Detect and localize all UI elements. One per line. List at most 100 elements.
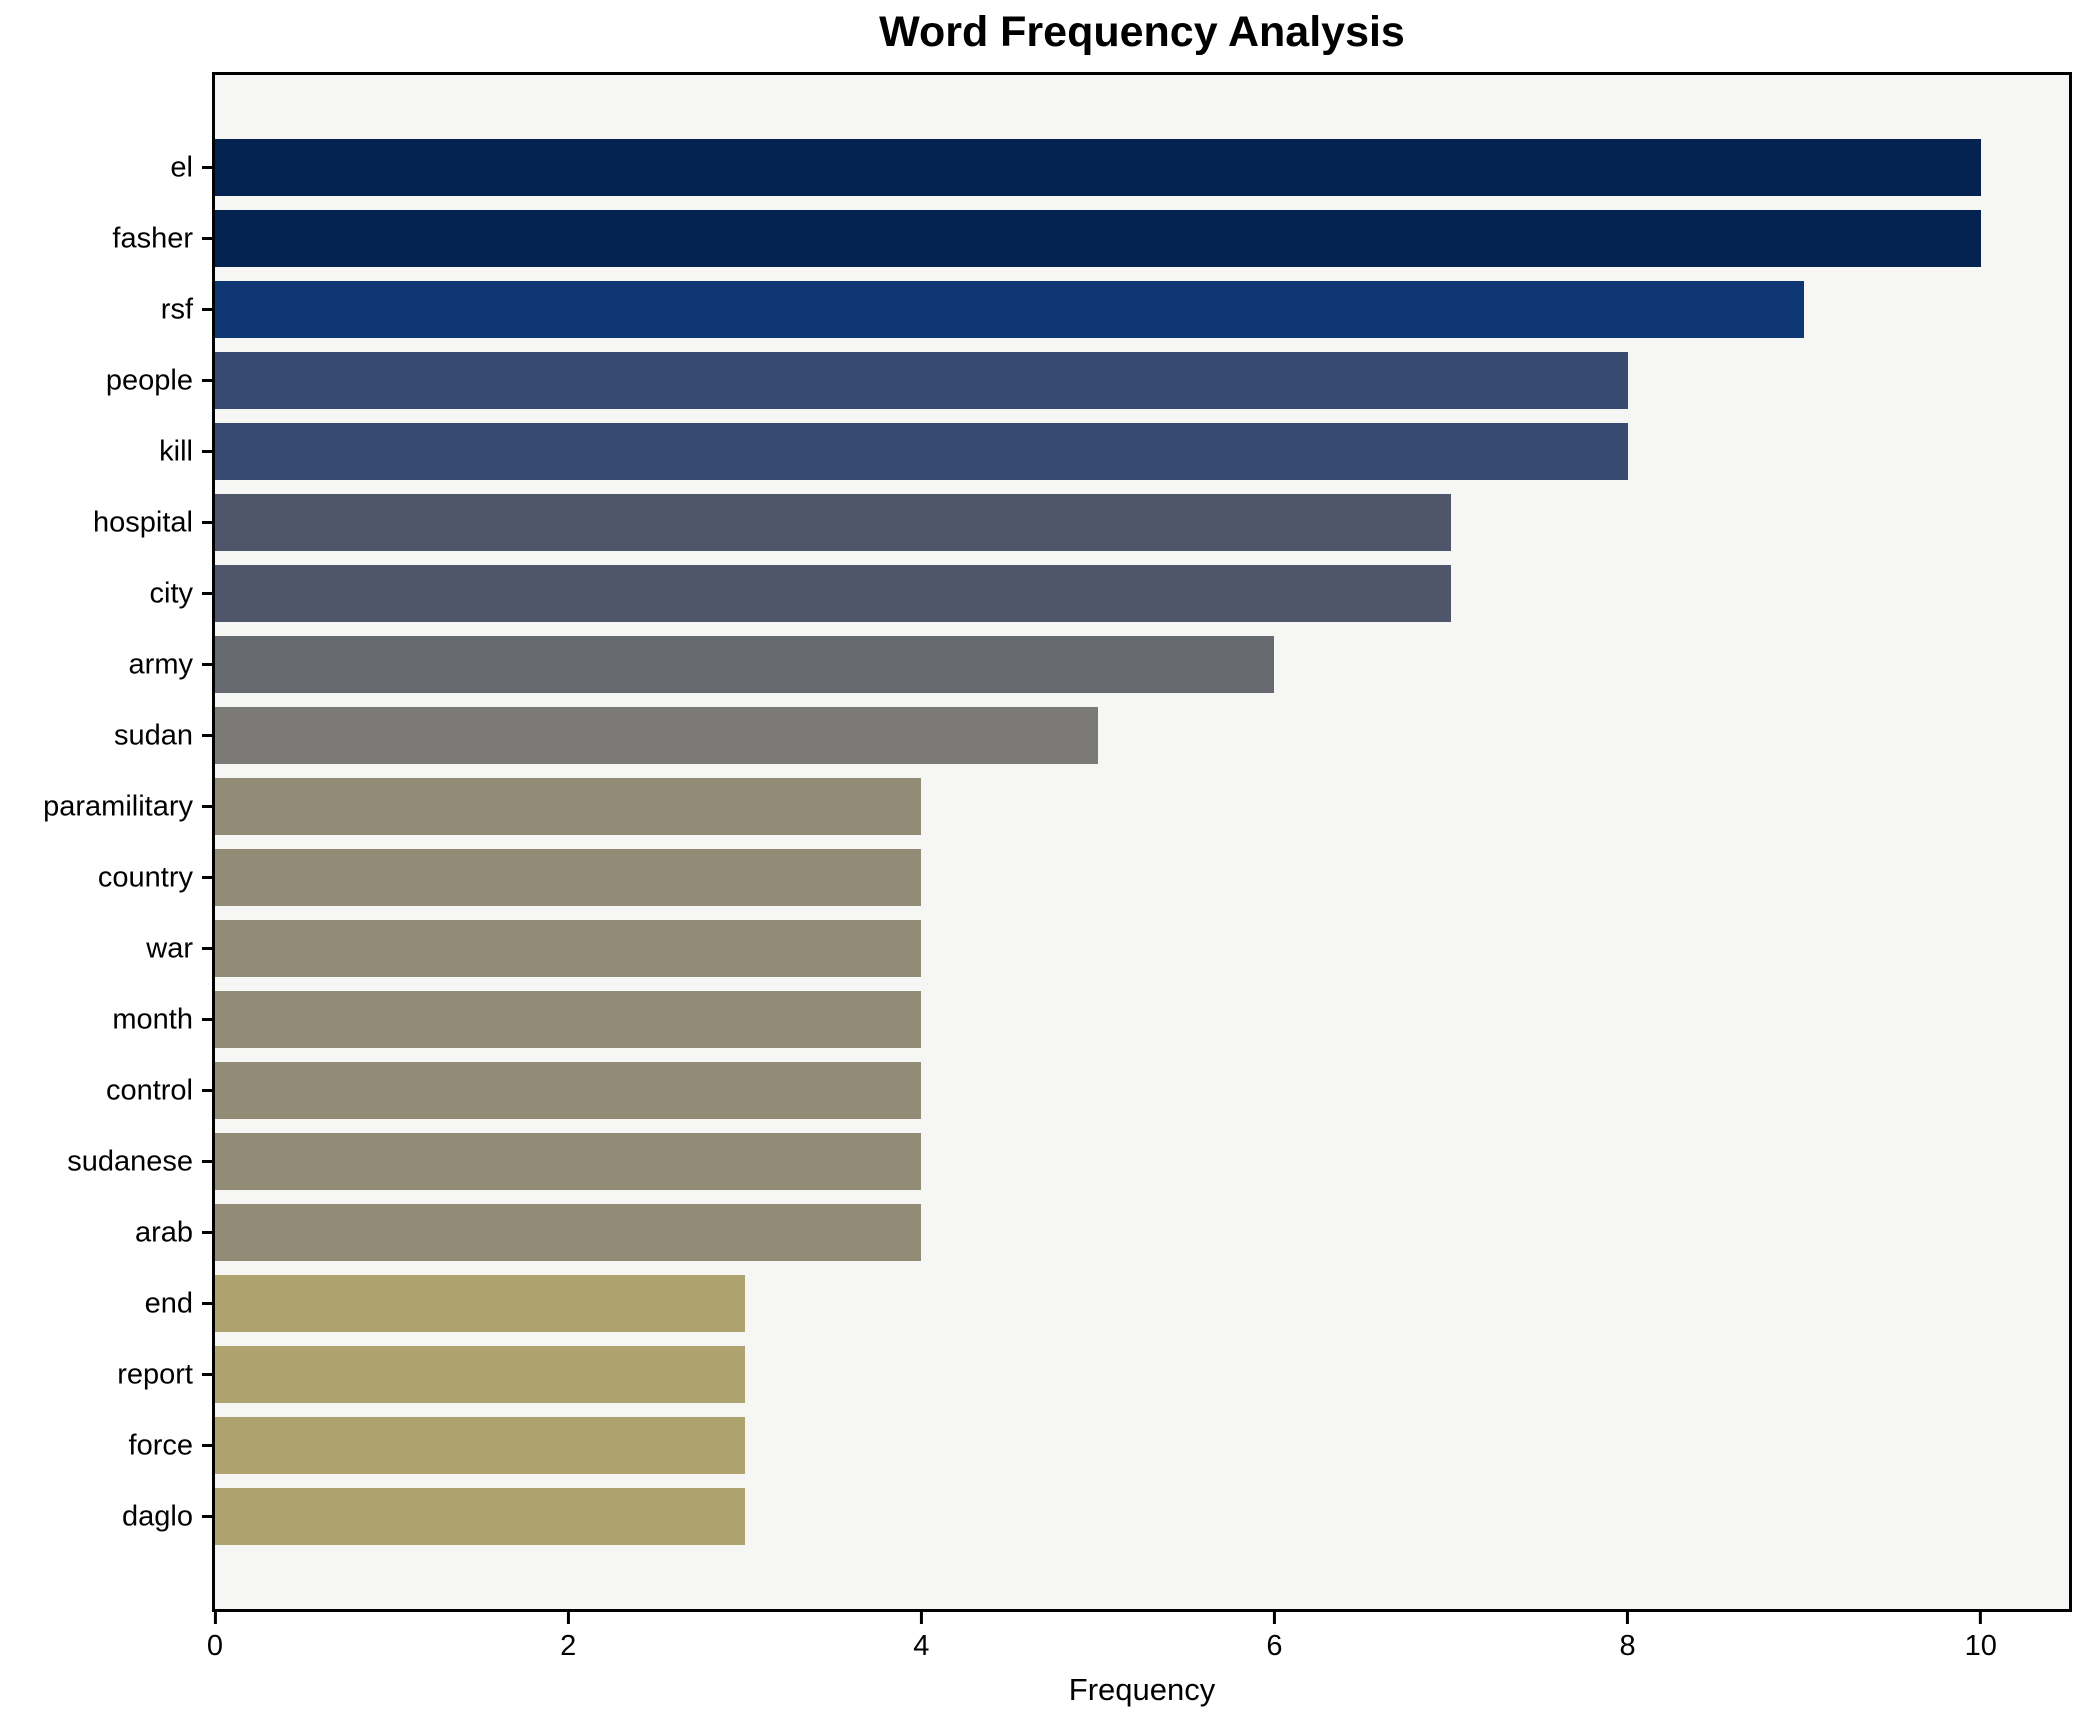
y-tick-mark <box>202 1018 212 1021</box>
y-axis-category-label: city <box>149 577 194 609</box>
frequency-bar <box>215 139 1981 196</box>
y-axis-category-label: month <box>112 1003 193 1035</box>
bar-row: country <box>98 842 2069 913</box>
y-tick-mark <box>202 308 212 311</box>
y-tick-mark <box>202 734 212 737</box>
y-axis-category-label: war <box>146 932 193 964</box>
bar-row: kill <box>159 416 2069 487</box>
bar-row: month <box>112 984 2069 1055</box>
x-tick-mark <box>566 1612 570 1624</box>
x-axis-title: Frequency <box>1068 1672 1216 1707</box>
bar-row: people <box>106 345 2069 416</box>
bar-row: war <box>146 913 2069 984</box>
y-axis-category-label: sudan <box>113 719 193 751</box>
y-axis-category-label: kill <box>159 435 193 467</box>
bar-row: control <box>106 1055 2069 1126</box>
x-tick-label: 8 <box>1619 1630 1636 1662</box>
y-tick-mark <box>202 1089 212 1092</box>
bar-row: el <box>170 132 2069 203</box>
y-axis-category-label: fasher <box>112 222 193 254</box>
frequency-bar <box>215 352 1628 409</box>
bar-row: fasher <box>112 203 2069 274</box>
y-tick-mark <box>202 1444 212 1447</box>
x-tick: 2 <box>560 1612 576 1663</box>
x-tick: 0 <box>207 1612 223 1663</box>
x-tick-label: 0 <box>206 1630 224 1662</box>
y-axis-category-label: country <box>97 861 193 893</box>
y-tick-mark <box>202 166 212 169</box>
frequency-bar <box>215 1062 922 1119</box>
y-tick-mark <box>202 450 212 453</box>
y-axis-category-label: el <box>170 151 193 183</box>
x-tick: 4 <box>913 1612 929 1663</box>
x-tick-label: 10 <box>1964 1630 1997 1662</box>
bar-row: daglo <box>122 1481 2069 1552</box>
frequency-bar <box>215 849 922 906</box>
plot-area: el fasher rsf people kill hospital city army sud… <box>43 72 2072 1612</box>
frequency-bar <box>215 636 1275 693</box>
x-tick: 10 <box>1965 1612 1997 1663</box>
y-tick-mark <box>202 947 212 950</box>
x-tick-mark <box>213 1612 217 1624</box>
x-tick-label: 2 <box>560 1630 577 1662</box>
x-tick: 8 <box>1619 1612 1636 1663</box>
frequency-bar <box>215 1346 745 1403</box>
y-tick-mark <box>202 1160 212 1163</box>
frequency-bar <box>215 494 1451 551</box>
bar-row: force <box>129 1410 2069 1481</box>
y-axis-category-label: arab <box>134 1216 193 1248</box>
bar-row: paramilitary <box>43 771 2069 842</box>
y-axis-category-label: report <box>117 1358 193 1390</box>
x-tick: 6 <box>1266 1612 1282 1663</box>
bars-container: el fasher rsf people kill hospital city army sud… <box>43 75 2069 1609</box>
y-axis-category-label: end <box>144 1287 193 1319</box>
bar-row: army <box>129 629 2069 700</box>
y-axis-category-label: army <box>128 648 193 680</box>
frequency-bar <box>215 281 1805 338</box>
frequency-bar <box>215 920 922 977</box>
chart-title: Word Frequency Analysis <box>879 8 1405 56</box>
frequency-bar <box>215 423 1628 480</box>
y-tick-mark <box>202 592 212 595</box>
y-tick-mark <box>202 521 212 524</box>
y-axis-category-label: daglo <box>122 1500 193 1532</box>
y-tick-mark <box>202 663 212 666</box>
frequency-bar <box>215 778 922 835</box>
frequency-bar <box>215 991 922 1048</box>
x-tick-label: 6 <box>1266 1630 1283 1662</box>
y-tick-mark <box>202 379 212 382</box>
y-tick-mark <box>202 876 212 879</box>
frequency-bar <box>215 565 1451 622</box>
frequency-bar <box>215 1275 745 1332</box>
frequency-bar <box>215 1133 922 1190</box>
frequency-bar <box>215 1417 745 1474</box>
bar-row: hospital <box>93 487 2069 558</box>
bar-row: end <box>145 1268 2069 1339</box>
bar-row: arab <box>135 1197 2069 1268</box>
y-axis-category-label: control <box>105 1074 193 1106</box>
bar-row: report <box>117 1339 2069 1410</box>
y-tick-mark <box>202 1231 212 1234</box>
y-tick-mark <box>202 237 212 240</box>
frequency-bar <box>215 1488 745 1545</box>
bar-row: rsf <box>161 274 2069 345</box>
y-tick-mark <box>202 1302 212 1305</box>
y-tick-mark <box>202 1515 212 1518</box>
frequency-bar <box>215 1204 922 1261</box>
bar-row: sudanese <box>67 1126 2069 1197</box>
y-tick-mark <box>202 1373 212 1376</box>
x-tick-label: 4 <box>913 1630 930 1662</box>
y-axis-category-label: force <box>128 1429 193 1461</box>
x-tick-mark <box>1979 1612 1983 1624</box>
bar-row: city <box>150 558 2069 629</box>
y-axis-category-label: rsf <box>160 293 193 325</box>
frequency-bar <box>215 210 1981 267</box>
y-axis-category-label: paramilitary <box>43 790 193 822</box>
bar-row: sudan <box>114 700 2069 771</box>
y-tick-mark <box>202 805 212 808</box>
y-axis-category-label: sudanese <box>67 1145 193 1177</box>
y-axis-category-label: hospital <box>93 506 193 538</box>
frequency-bar <box>215 707 1098 764</box>
x-tick-mark <box>1626 1612 1630 1624</box>
